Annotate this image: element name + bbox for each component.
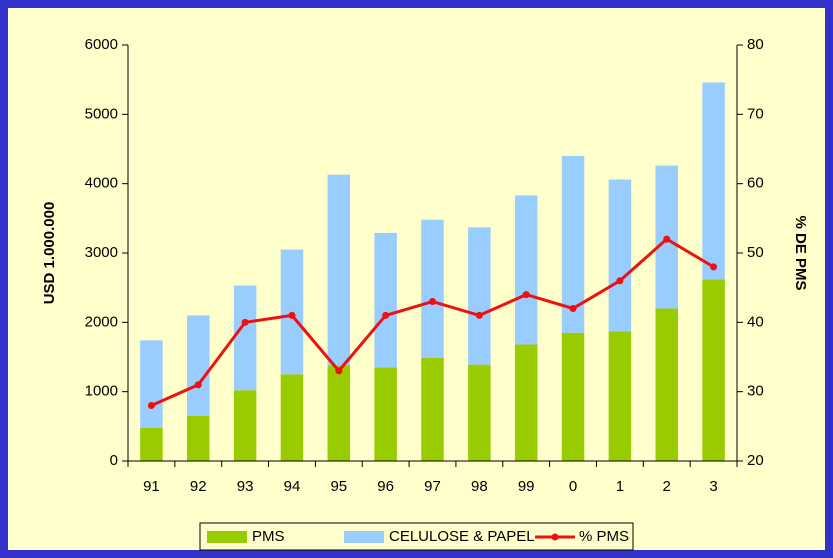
line-marker bbox=[616, 277, 624, 285]
y-tick-label: 4000 bbox=[85, 175, 118, 192]
legend-swatch bbox=[207, 531, 247, 543]
y2-tick-label: 30 bbox=[747, 383, 764, 400]
y2-tick-label: 80 bbox=[747, 36, 764, 53]
x-tick-label: 95 bbox=[330, 478, 347, 495]
legend-marker bbox=[551, 533, 559, 541]
bar bbox=[702, 279, 725, 461]
x-tick-label: 97 bbox=[424, 478, 441, 495]
legend-label: % PMS bbox=[579, 528, 629, 545]
x-tick-label: 94 bbox=[284, 478, 301, 495]
x-tick-label: 91 bbox=[143, 478, 160, 495]
y-tick-label: 6000 bbox=[85, 36, 118, 53]
bar bbox=[187, 415, 210, 461]
y-tick-label: 5000 bbox=[85, 105, 118, 122]
bar bbox=[327, 365, 351, 461]
x-tick-label: 99 bbox=[518, 478, 535, 495]
y-tick-label: 2000 bbox=[85, 313, 118, 330]
x-tick-label: 93 bbox=[237, 478, 254, 495]
y2-tick-label: 40 bbox=[747, 313, 764, 330]
x-tick-label: 1 bbox=[616, 478, 624, 495]
line-marker bbox=[288, 311, 296, 319]
bar bbox=[561, 155, 585, 333]
line-marker bbox=[147, 402, 155, 410]
y2-tick-label: 50 bbox=[747, 244, 764, 261]
line-marker bbox=[335, 367, 343, 375]
line-marker bbox=[429, 298, 436, 306]
y2-tick-label: 70 bbox=[747, 105, 764, 122]
line-marker bbox=[194, 381, 202, 389]
y-tick-label: 1000 bbox=[85, 383, 118, 400]
bar bbox=[374, 367, 397, 461]
line-marker bbox=[475, 311, 483, 319]
y2-tick-label: 60 bbox=[747, 175, 764, 192]
y2-axis-label: % DE PMS bbox=[792, 215, 809, 290]
bar bbox=[233, 390, 257, 461]
bar bbox=[468, 364, 491, 461]
bar bbox=[140, 427, 163, 461]
line-marker bbox=[522, 291, 530, 299]
bar bbox=[233, 285, 257, 391]
bar bbox=[280, 374, 304, 461]
line-marker bbox=[382, 311, 390, 319]
bar bbox=[514, 344, 538, 461]
bar bbox=[187, 315, 210, 416]
bar bbox=[421, 357, 444, 461]
y2-tick-label: 20 bbox=[747, 452, 764, 469]
x-tick-label: 3 bbox=[709, 478, 717, 495]
bar bbox=[561, 332, 585, 461]
bar bbox=[608, 331, 632, 461]
line-marker bbox=[710, 263, 718, 271]
x-tick-label: 96 bbox=[377, 478, 394, 495]
y-axis-label: USD 1.000.000 bbox=[41, 202, 58, 305]
bar bbox=[327, 174, 351, 366]
bar bbox=[514, 195, 538, 345]
line-marker bbox=[663, 235, 671, 243]
legend-label: PMS bbox=[252, 528, 285, 545]
y-tick-label: 3000 bbox=[85, 244, 118, 261]
bar bbox=[702, 82, 725, 280]
x-tick-label: 2 bbox=[663, 478, 671, 495]
bar bbox=[421, 219, 444, 358]
bar bbox=[608, 179, 632, 332]
x-tick-label: 92 bbox=[190, 478, 207, 495]
line-marker bbox=[569, 304, 577, 312]
legend-label: CELULOSE & PAPEL bbox=[389, 528, 535, 545]
bar bbox=[468, 227, 491, 365]
bar bbox=[140, 340, 163, 428]
y-tick-label: 0 bbox=[110, 452, 118, 469]
legend-swatch bbox=[344, 531, 384, 543]
bar bbox=[655, 308, 678, 461]
line-marker bbox=[241, 318, 249, 326]
bar bbox=[374, 232, 397, 368]
x-tick-label: 0 bbox=[569, 478, 577, 495]
x-tick-label: 98 bbox=[471, 478, 488, 495]
